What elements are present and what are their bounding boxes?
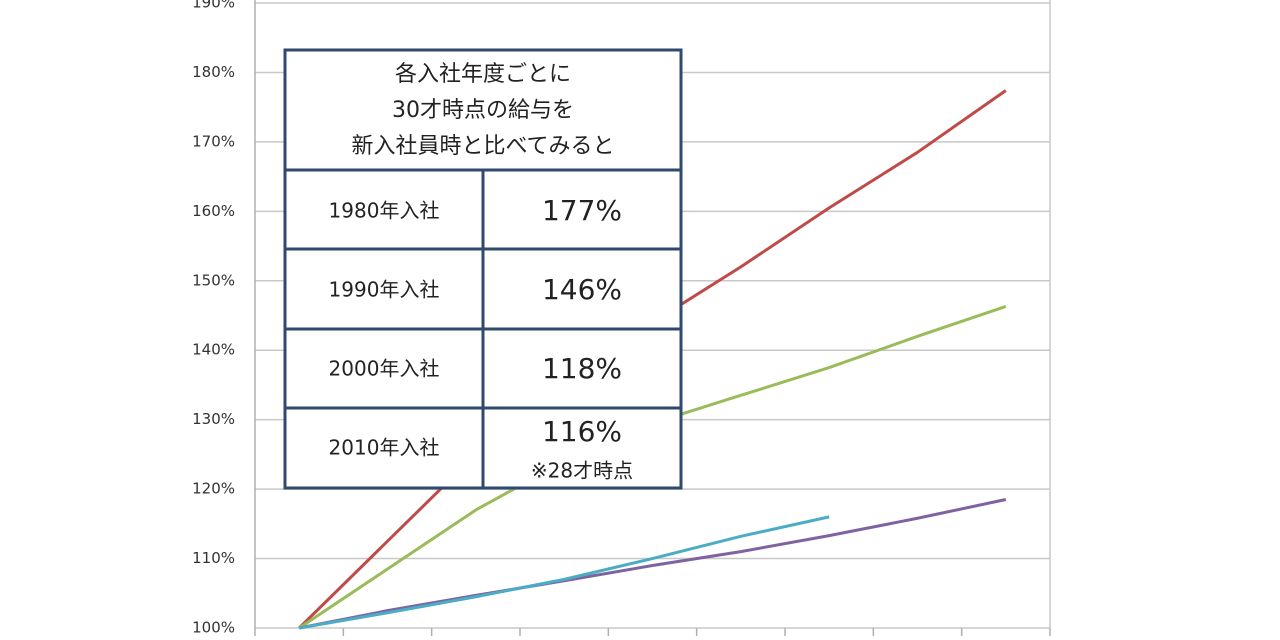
y-tick-label: 120% xyxy=(192,480,235,498)
y-tick-label: 190% xyxy=(192,0,235,12)
summary-table: 各入社年度ごとに 30才時点の給与を 新入社員時と比べてみると 1980年入社 … xyxy=(283,48,683,490)
row-label: 2010年入社 xyxy=(329,436,440,460)
y-tick-label: 110% xyxy=(192,549,235,567)
row-value: 118% xyxy=(542,352,622,385)
y-tick-label: 150% xyxy=(192,271,235,289)
row-label: 2000年入社 xyxy=(329,357,440,381)
row-value: 116% xyxy=(542,415,622,448)
row-label: 1990年入社 xyxy=(329,278,440,302)
y-tick-label: 140% xyxy=(192,341,235,359)
y-tick-label: 170% xyxy=(192,132,235,150)
table-header: 30才時点の給与を xyxy=(392,98,574,123)
table-header: 新入社員時と比べてみると xyxy=(351,134,614,159)
row-label: 1980年入社 xyxy=(329,199,440,223)
row-value: 146% xyxy=(542,273,622,306)
table-header: 各入社年度ごとに xyxy=(395,62,571,87)
series-line xyxy=(298,515,830,630)
y-tick-label: 180% xyxy=(192,63,235,81)
y-tick-label: 160% xyxy=(192,202,235,220)
row-value: 177% xyxy=(542,194,622,227)
series-line xyxy=(298,498,1007,630)
y-tick-label: 130% xyxy=(192,410,235,428)
y-tick-label: 100% xyxy=(192,619,235,637)
row-note: ※28才時点 xyxy=(531,459,633,483)
